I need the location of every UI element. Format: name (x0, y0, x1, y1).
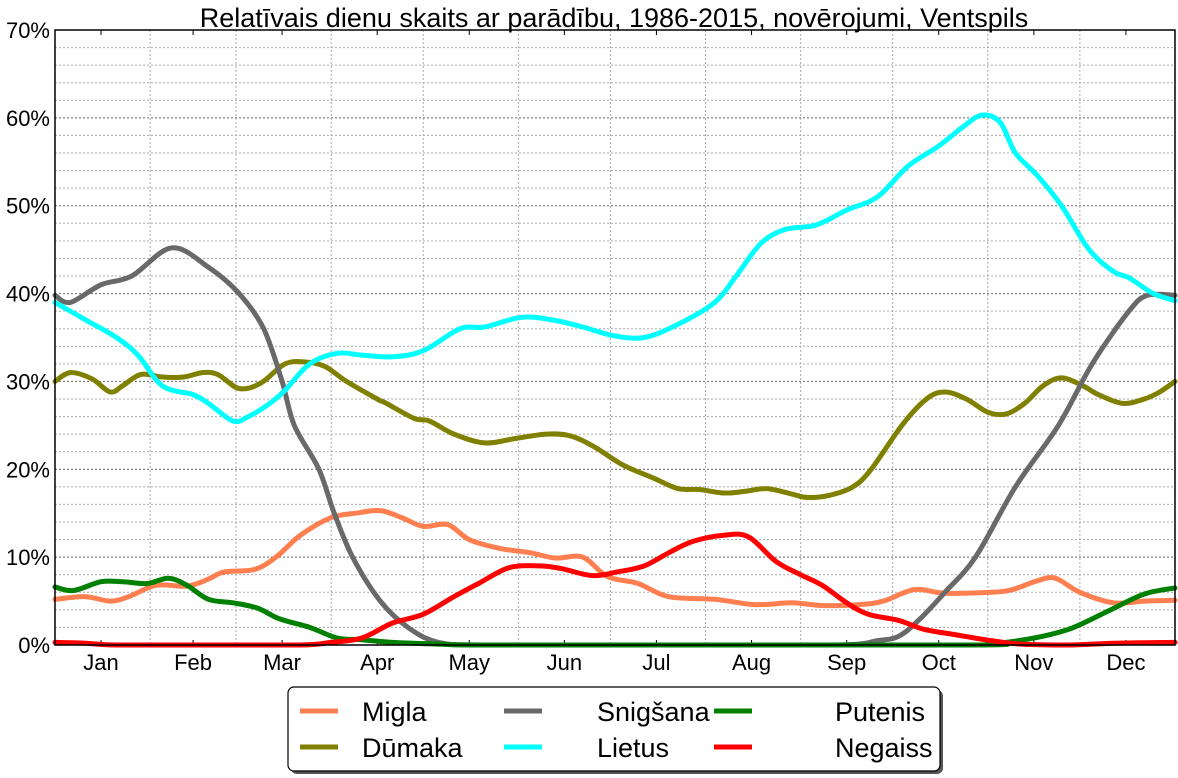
x-tick-label: Jun (547, 650, 582, 675)
series-line-lietus (52, 112, 1178, 425)
chart-title: Relatīvais dienu skaits ar parādību, 198… (200, 3, 1028, 33)
x-tick-label: Sep (827, 650, 866, 675)
x-tick-label: Jul (642, 650, 670, 675)
grid (55, 30, 1175, 645)
legend-label: Migla (362, 697, 428, 727)
legend-label: Snigšana (597, 697, 711, 727)
series-line-dūmaka (52, 359, 1178, 500)
series-line-negaiss (52, 531, 1178, 648)
y-tick-label: 50% (6, 194, 50, 219)
plot-frame (54, 29, 1176, 646)
y-tick-label: 60% (6, 106, 50, 131)
x-tick-label: Mar (263, 650, 301, 675)
y-tick-label: 70% (6, 18, 50, 43)
legend-box (287, 686, 941, 772)
legend: Migla Dūmaka Snigšana Lietus Putenis Negaiss (287, 686, 943, 774)
x-tick-label: Jan (83, 650, 118, 675)
series-lines (52, 112, 1178, 648)
legend-label: Lietus (597, 733, 669, 763)
series-line-snigšana (52, 245, 1178, 648)
x-tick-label: Dec (1106, 650, 1145, 675)
series-line-migla (52, 507, 1178, 609)
y-tick-label: 0% (18, 633, 50, 658)
x-tick-label: Feb (174, 650, 212, 675)
x-tick-label: May (448, 650, 490, 675)
y-tick-label: 10% (6, 545, 50, 570)
legend-label: Putenis (835, 697, 925, 727)
y-tick-label: 40% (6, 282, 50, 307)
x-tick-label: Oct (922, 650, 956, 675)
y-tick-label: 30% (6, 369, 50, 394)
x-tick-label: Aug (732, 650, 771, 675)
x-axis: Jan Feb Mar Apr May Jun Jul Aug Sep Oct Nov Dec (83, 30, 1145, 675)
legend-label: Negaiss (835, 733, 933, 763)
legend-label: Dūmaka (362, 733, 464, 763)
x-tick-label: Apr (360, 650, 394, 675)
y-axis: 0% 10% 20% 30% 40% 50% 60% 70% (6, 18, 50, 658)
x-tick-label: Nov (1014, 650, 1053, 675)
y-tick-label: 20% (6, 457, 50, 482)
